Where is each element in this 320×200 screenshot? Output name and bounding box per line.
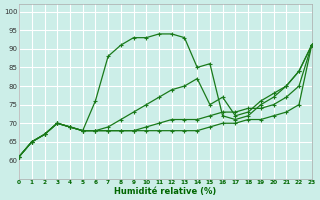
X-axis label: Humidité relative (%): Humidité relative (%) (114, 187, 217, 196)
